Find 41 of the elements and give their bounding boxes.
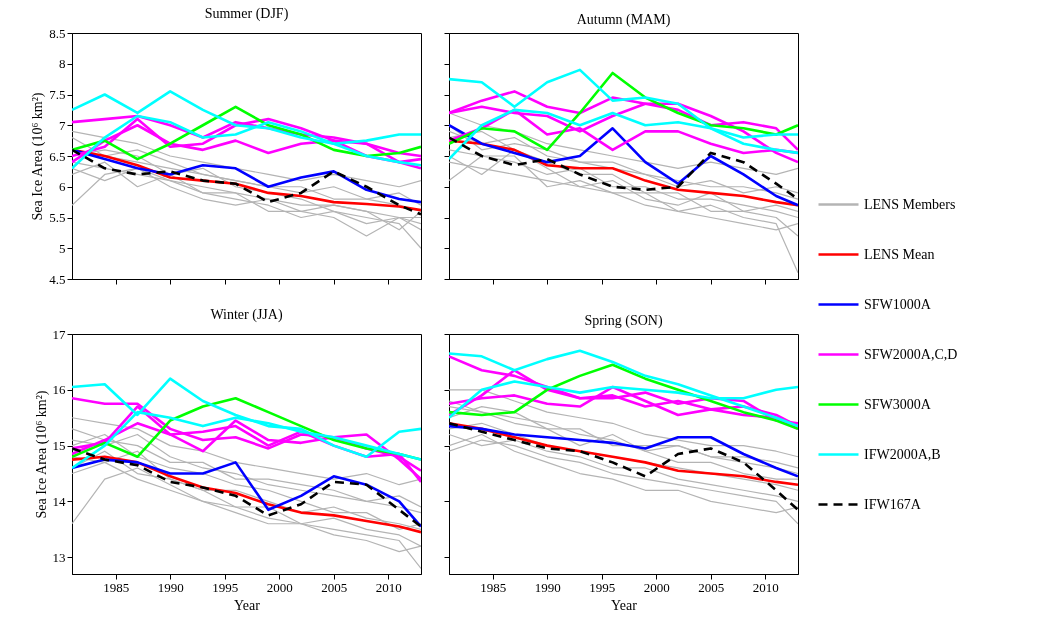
x-tick-label: 1995 [589, 579, 616, 595]
legend-label: SFW2000A,C,D [864, 346, 958, 362]
x-axis-title: Year [234, 597, 261, 613]
x-tick-label: 2010 [752, 579, 779, 595]
x-tick-label: 1990 [534, 579, 561, 595]
y-tick-label: 8.5 [49, 25, 66, 41]
y-tick-label: 16 [52, 382, 66, 398]
legend-label: LENS Members [864, 196, 956, 212]
chart-title: Summer (DJF) [204, 6, 289, 22]
x-tick-label: 1990 [157, 579, 184, 595]
legend-label: SFW1000A [864, 296, 932, 312]
y-tick-label: 5 [59, 240, 66, 256]
chart-title: Winter (JJA) [210, 307, 283, 323]
y-tick-label: 6.5 [49, 148, 66, 164]
y-tick-label: 7 [59, 117, 66, 133]
x-tick-label: 2005 [321, 579, 348, 595]
x-tick-label: 2010 [375, 579, 402, 595]
y-tick-label: 17 [52, 326, 66, 342]
x-tick-label: 2005 [698, 579, 725, 595]
y-tick-label: 14 [52, 493, 66, 509]
legend-label: LENS Mean [864, 246, 935, 262]
y-tick-label: 7.5 [49, 87, 66, 102]
y-tick-label: 15 [52, 438, 66, 454]
chart-title: Autumn (MAM) [576, 11, 671, 28]
x-axis-title: Year [611, 597, 638, 613]
y-tick-label: 5.5 [49, 210, 66, 225]
x-tick-label: 2000 [643, 579, 670, 595]
x-tick-label: 1995 [212, 579, 239, 595]
y-tick-label: 6 [59, 179, 66, 195]
y-axis-title: Sea Ice Area (10⁶ km²) [33, 390, 50, 519]
legend-label: IFW2000A,B [864, 446, 941, 462]
y-tick-label: 13 [52, 549, 66, 565]
legend-label: SFW3000A [864, 396, 932, 412]
x-tick-label: 2000 [266, 579, 293, 595]
x-tick-label: 1985 [103, 579, 130, 595]
legend-label: IFW167A [864, 496, 922, 512]
y-axis-title: Sea Ice Area (10⁶ km²) [30, 92, 47, 221]
chart-title: Spring (SON) [584, 312, 663, 329]
y-tick-label: 8 [59, 56, 66, 72]
y-tick-label: 4.5 [49, 271, 66, 287]
x-tick-label: 1985 [480, 579, 507, 595]
